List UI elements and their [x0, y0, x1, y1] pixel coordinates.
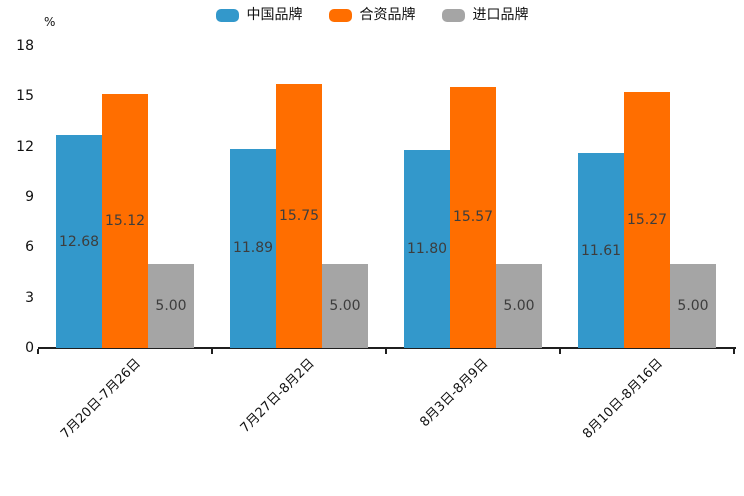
y-tick-label: 15: [16, 88, 34, 105]
bar-value-label: 5.00: [503, 298, 535, 315]
bar-series-1-group-0: 15.12: [102, 94, 148, 348]
bar-series-2-group-3: 5.00: [670, 264, 716, 348]
x-tick-label: 8月10日-8月16日: [579, 356, 666, 442]
bar-series-0-group-3: 11.61: [578, 153, 624, 348]
y-tick-label: 18: [16, 38, 34, 54]
bar-series-2-group-1: 5.00: [322, 264, 368, 348]
bar-series-1-group-2: 15.57: [450, 86, 496, 348]
x-axis-tick: [385, 349, 387, 354]
bar-series-0-group-2: 11.80: [404, 150, 450, 348]
bar-value-label: 5.00: [155, 298, 187, 315]
x-tick-label: 8月3日-8月9日: [417, 356, 492, 431]
bar-value-label: 15.57: [452, 209, 494, 226]
y-tick-label: 9: [25, 189, 34, 205]
y-tick-label: 0: [25, 340, 34, 356]
bar-value-label: 15.27: [626, 211, 668, 228]
bar-series-2-group-2: 5.00: [496, 264, 542, 348]
bar-value-label: 5.00: [329, 298, 361, 315]
bar-series-1-group-1: 15.75: [276, 83, 322, 348]
bar-value-label: 12.68: [58, 233, 100, 250]
bar-series-0-group-1: 11.89: [230, 148, 276, 348]
bar-value-label: 15.12: [104, 213, 146, 230]
x-axis-tick: [559, 349, 561, 354]
x-tick-label: 7月20日-7月26日: [57, 356, 144, 442]
y-tick-label: 12: [16, 138, 34, 155]
x-axis-tick: [733, 349, 735, 354]
bar-value-label: 15.75: [278, 207, 320, 224]
x-axis-tick: [37, 349, 39, 354]
bar-series-1-group-3: 15.27: [624, 91, 670, 348]
chart-legend: 中国品牌 合资品牌 进口品牌: [0, 8, 744, 22]
bar-value-label: 11.61: [580, 242, 622, 259]
legend-swatch-icon: [328, 8, 352, 22]
bar-series-2-group-0: 5.00: [148, 264, 194, 348]
legend-label: 进口品牌: [472, 7, 529, 23]
legend-item-2: 进口品牌: [441, 7, 529, 23]
x-axis-line: [38, 347, 736, 349]
bar-value-label: 5.00: [677, 298, 709, 315]
legend-item-0: 中国品牌: [215, 7, 303, 23]
bar-value-label: 11.80: [406, 241, 448, 257]
bar-value-label: 11.89: [232, 240, 274, 257]
legend-swatch-icon: [215, 8, 239, 22]
y-tick-label: 3: [25, 289, 34, 306]
bar-series-0-group-0: 12.68: [56, 135, 102, 348]
legend-label: 中国品牌: [246, 7, 303, 23]
legend-item-1: 合资品牌: [328, 7, 416, 23]
y-tick-label: 6: [25, 239, 34, 256]
legend-swatch-icon: [441, 8, 465, 22]
legend-label: 合资品牌: [359, 7, 416, 23]
x-tick-label: 7月27日-8月2日: [237, 356, 318, 436]
x-axis-tick: [211, 349, 213, 354]
y-axis-unit-label: %: [44, 15, 56, 29]
